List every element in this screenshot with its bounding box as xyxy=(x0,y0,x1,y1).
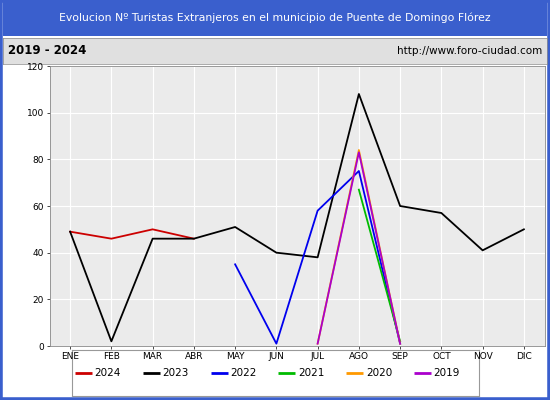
Text: 2019 - 2024: 2019 - 2024 xyxy=(8,44,86,58)
Text: 2021: 2021 xyxy=(298,368,324,378)
Text: Evolucion Nº Turistas Extranjeros en el municipio de Puente de Domingo Flórez: Evolucion Nº Turistas Extranjeros en el … xyxy=(59,13,491,23)
Text: 2024: 2024 xyxy=(95,368,121,378)
Text: 2022: 2022 xyxy=(230,368,257,378)
Text: http://www.foro-ciudad.com: http://www.foro-ciudad.com xyxy=(397,46,542,56)
Text: 2020: 2020 xyxy=(366,368,392,378)
Text: 2019: 2019 xyxy=(434,368,460,378)
Text: 2023: 2023 xyxy=(162,368,189,378)
